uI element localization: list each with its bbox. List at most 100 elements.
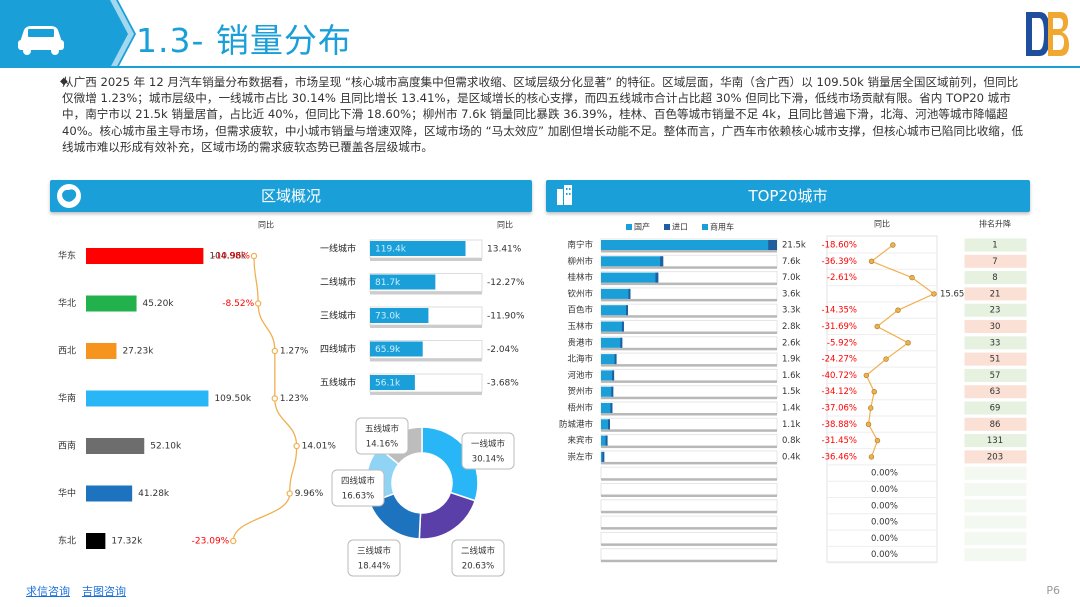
city-bar-shadow <box>601 347 777 351</box>
rank-cell <box>963 449 1028 465</box>
rank-cell <box>963 302 1028 318</box>
region-bar <box>86 295 137 312</box>
rank-change-label: 8 <box>992 273 997 283</box>
legend-swatch-domestic <box>626 224 632 230</box>
legend-label-domestic: 国产 <box>634 222 650 232</box>
city-yoy-label: 0.00% <box>871 518 898 528</box>
region-label: 东北 <box>58 535 76 547</box>
city-bar-track <box>600 336 778 350</box>
regions-yoy-point <box>271 395 278 402</box>
footer-link-qiuxin[interactable]: 求信咨询 <box>26 585 70 598</box>
tier-yoy-label: -11.90% <box>487 312 525 322</box>
tier-bar-shadow <box>370 291 482 295</box>
region-value-label: 104.98k <box>209 252 246 262</box>
donut-slice <box>421 426 479 502</box>
donut-callout-box <box>355 417 409 455</box>
legend-swatch-commercial <box>702 224 708 230</box>
donut-callout-label: 四线城市 <box>341 476 376 487</box>
city-bar-track <box>600 417 778 431</box>
city-bar <box>601 386 614 397</box>
city-bar-import <box>602 451 605 462</box>
tiers-yoy-header: 同比 <box>497 220 513 230</box>
city-bar-import <box>614 354 617 365</box>
cities-yoy-point <box>931 291 937 297</box>
donut-callout-box <box>451 539 505 577</box>
rank-cell <box>963 482 1028 497</box>
region-label: 华南 <box>58 392 76 404</box>
city-bar-import <box>768 240 777 250</box>
rank-change-label: 30 <box>990 322 1001 332</box>
donut-callout-label: 三线城市 <box>357 546 392 557</box>
regions-yoy-label: 1.23% <box>280 394 309 404</box>
panel-header-regions: 区域概况 <box>50 180 532 212</box>
city-yoy-label: -36.46% <box>822 452 857 462</box>
cities-yoy-point <box>874 323 880 330</box>
region-label: 华东 <box>58 250 76 262</box>
cities-yoy-point <box>863 372 870 379</box>
city-yoy-label: 0.00% <box>871 501 898 511</box>
rank-cell <box>963 400 1028 416</box>
panel-title-top20: TOP20城市 <box>748 187 828 205</box>
rank-cell <box>963 286 1028 302</box>
cities-yoy-point <box>868 258 875 264</box>
buildings-icon <box>557 185 572 205</box>
city-bar <box>601 288 631 299</box>
city-bar-track <box>600 434 778 448</box>
city-label: 百色市 <box>567 305 593 316</box>
header-banner <box>0 0 118 68</box>
city-value-label: 1.1k <box>782 420 801 430</box>
city-bar-import <box>655 272 659 283</box>
car-icon <box>18 26 64 55</box>
rank-cell <box>963 433 1028 449</box>
city-bar-import <box>611 386 614 397</box>
rank-cell <box>963 367 1028 383</box>
region-label: 华北 <box>58 297 76 309</box>
china-map-icon <box>57 184 81 208</box>
cities-rank-header: 排名升降 <box>979 219 1011 229</box>
region-bar <box>86 533 106 549</box>
region-value-label: 109.50k <box>214 394 251 404</box>
region-bar <box>86 485 133 502</box>
city-value-label: 1.9k <box>782 355 801 365</box>
city-label: 柳州市 <box>567 256 593 267</box>
city-bar-shadow <box>601 429 777 432</box>
cities-yoy-point <box>890 242 896 248</box>
cities-yoy-line <box>865 244 936 458</box>
donut-callout-value: 20.63% <box>462 562 494 572</box>
city-bar-shadow <box>601 543 777 546</box>
donut-callout-value: 30.14% <box>472 455 504 465</box>
city-bar <box>601 403 613 413</box>
city-bar-import <box>626 305 629 316</box>
rank-cell <box>963 547 1028 563</box>
city-bar-shadow <box>601 266 777 269</box>
rank-cell <box>963 237 1028 253</box>
tier-label: 一线城市 <box>320 243 356 255</box>
city-bar <box>601 272 659 283</box>
city-value-label: 2.8k <box>782 322 801 332</box>
tier-value-label: 65.9k <box>375 345 401 355</box>
city-bar-shadow <box>601 315 777 318</box>
tier-yoy-label: -3.68% <box>487 379 519 389</box>
rank-change-label: 57 <box>990 371 1001 381</box>
city-bar-import <box>608 419 611 430</box>
city-value-label: 7.6k <box>782 257 801 267</box>
region-bar <box>86 343 117 359</box>
rank-cell <box>963 498 1028 514</box>
regions-yoy-label: -10.96% <box>212 252 250 262</box>
regions-yoy-point <box>254 300 262 307</box>
bullet-icon: ◆ <box>60 76 68 87</box>
city-bar-shadow <box>601 250 777 253</box>
footer-link-jitu[interactable]: 吉图咨询 <box>82 585 126 598</box>
brand-logo <box>1026 12 1069 56</box>
city-label: 河池市 <box>567 370 593 381</box>
regions-yoy-point <box>230 537 237 545</box>
city-bar-import <box>628 288 631 299</box>
region-bar <box>86 390 209 407</box>
city-yoy-label: -2.61% <box>827 273 857 283</box>
city-yoy-label: -40.72% <box>822 371 857 381</box>
city-bar-import <box>610 403 613 413</box>
city-bar <box>601 337 623 348</box>
city-yoy-label: -37.06% <box>822 404 857 414</box>
city-value-label: 0.8k <box>782 436 801 446</box>
